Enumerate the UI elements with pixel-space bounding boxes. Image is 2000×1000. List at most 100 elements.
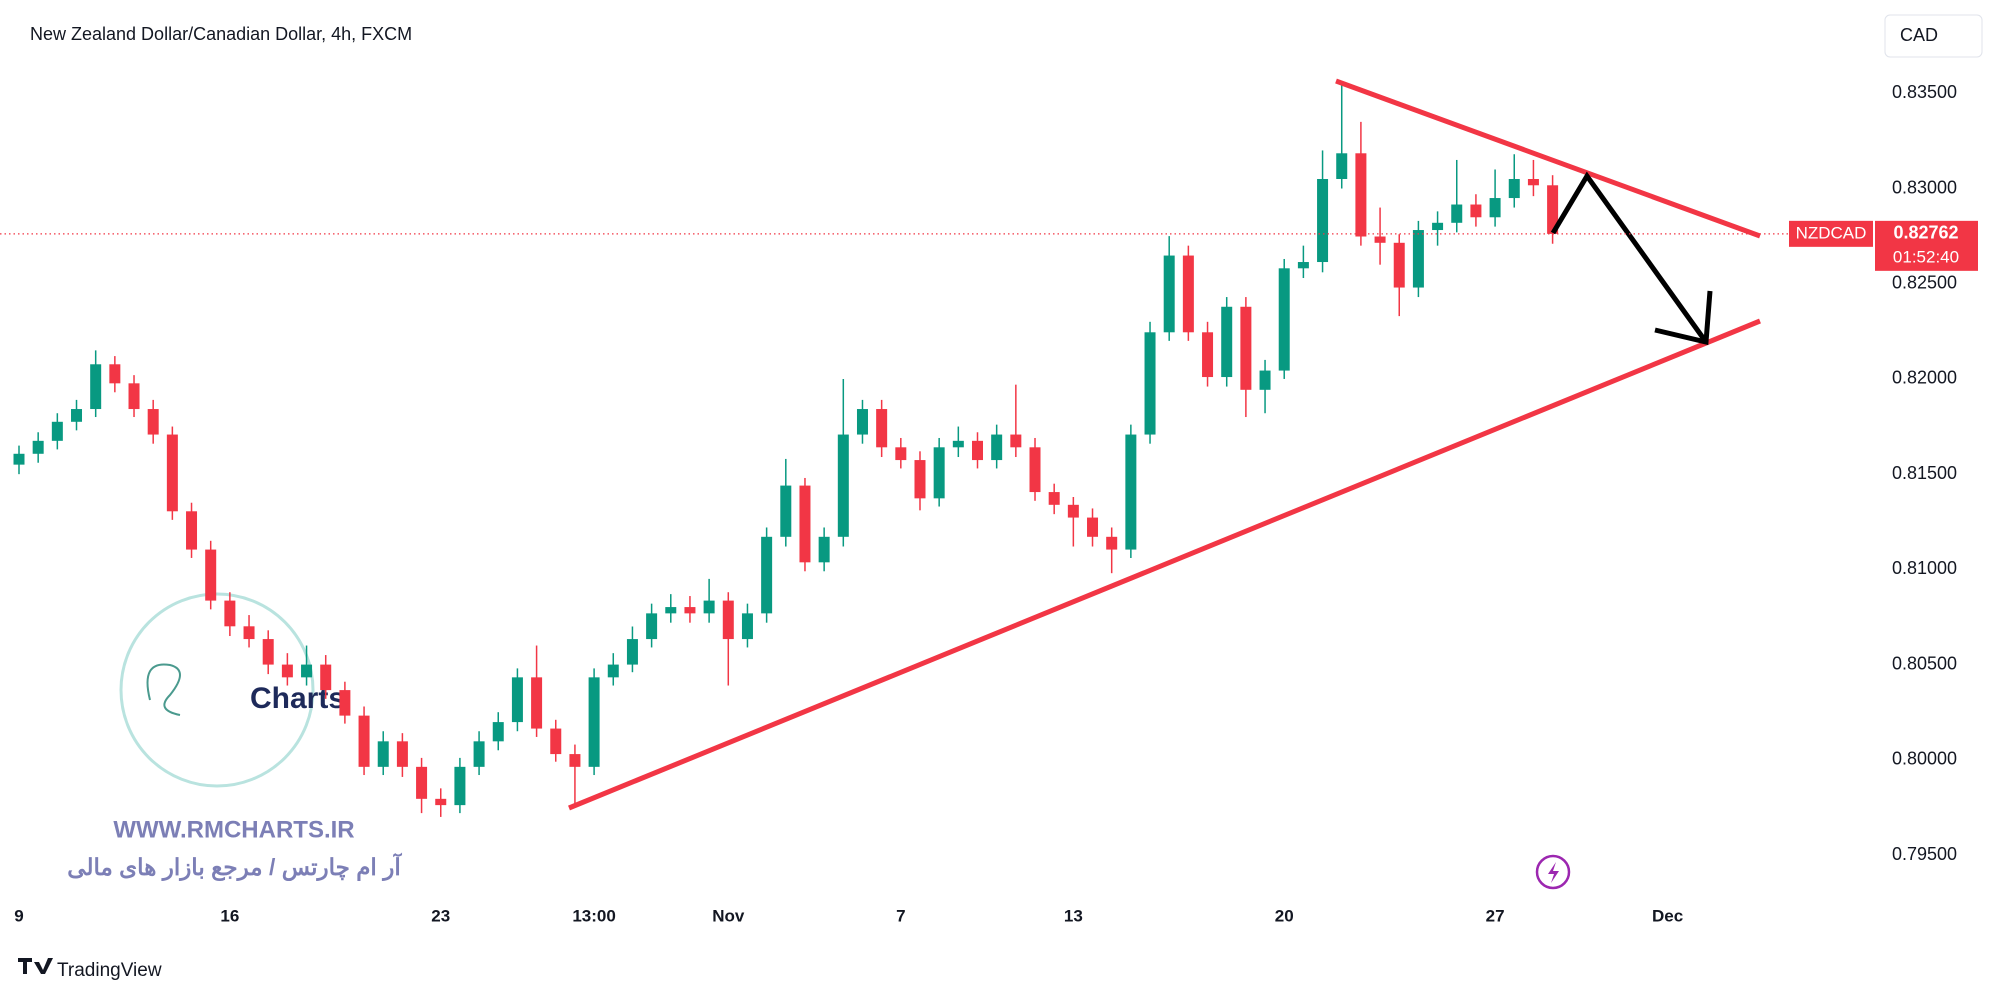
candle-body (1125, 434, 1137, 550)
candle-body (626, 639, 638, 665)
y-tick-label: 0.81500 (1892, 463, 1957, 483)
candle-body (1144, 332, 1156, 435)
candle-body (1182, 255, 1194, 333)
candle-body (224, 600, 236, 627)
candle-body (837, 434, 849, 537)
x-tick-label: 7 (896, 906, 905, 925)
events-bolt (1548, 862, 1559, 883)
candle-body (741, 613, 753, 640)
arrow-head (1654, 290, 1713, 346)
candle-body (972, 440, 983, 461)
candle-body (914, 460, 926, 499)
candle-body (1508, 179, 1520, 199)
candle-body (166, 434, 178, 512)
candle-body (876, 409, 888, 448)
candle-body (1317, 179, 1329, 263)
candle-body (1297, 262, 1309, 269)
candle-body (320, 664, 332, 691)
candle-body (1202, 332, 1214, 378)
candle-body (933, 447, 945, 499)
y-tick-label: 0.83000 (1892, 177, 1957, 197)
candle-body (1432, 222, 1444, 231)
x-tick-label: 16 (220, 906, 239, 925)
x-tick-label: Dec (1652, 906, 1683, 925)
currency-button[interactable] (1884, 14, 1983, 58)
candle-body (262, 639, 274, 665)
last-price-label: 0.82762 (1893, 223, 1958, 243)
candle-body (377, 741, 389, 767)
resistance-trendline (1335, 78, 1761, 239)
candle-body (301, 664, 313, 678)
candle-body (550, 728, 562, 755)
candle-body (588, 677, 600, 767)
candle-body (358, 715, 370, 767)
candle-body (1393, 242, 1405, 288)
candle-body (1029, 447, 1041, 493)
candle-body (1527, 179, 1539, 186)
drawings (568, 78, 1761, 811)
candle-body (1048, 492, 1060, 505)
watermark-glyph (146, 663, 181, 716)
candle-body (1374, 236, 1386, 243)
candle-body (607, 664, 619, 678)
symbol-label: NZDCAD (1796, 223, 1867, 242)
y-tick-label: 0.81000 (1892, 558, 1957, 578)
candle-body (51, 421, 63, 441)
candle-body (646, 613, 658, 640)
candle-body (799, 485, 811, 563)
y-tick-label: 0.82000 (1892, 368, 1957, 388)
watermark-site: WWW.RMCHARTS.IR (113, 816, 354, 843)
candle-body (128, 383, 140, 410)
candle-body (71, 409, 83, 422)
candle-body (722, 600, 734, 640)
currency-label[interactable]: CAD (1900, 25, 1938, 45)
candle-body (454, 766, 466, 806)
candle-body (856, 409, 868, 435)
y-tick-label: 0.80500 (1892, 653, 1957, 673)
brand: TradingView (57, 960, 162, 981)
watermark-circle (119, 592, 315, 788)
candle-body (991, 434, 1003, 461)
candle-body (818, 536, 830, 563)
candle-body (109, 364, 121, 384)
candle-body (1106, 536, 1118, 550)
candle-body (186, 511, 198, 550)
candle-body (531, 677, 543, 729)
countdown-label: 01:52:40 (1893, 247, 1959, 266)
candle-body (90, 364, 102, 410)
x-tick-label: 13 (1064, 906, 1083, 925)
price-tag (1875, 220, 1978, 271)
watermark-tagline: آر ام چارتس / مرجع بازار های مالی (67, 852, 402, 882)
x-tick-label: Nov (712, 906, 745, 925)
candle-body (205, 549, 217, 601)
chart-title: New Zealand Dollar/Canadian Dollar, 4h, … (30, 24, 412, 44)
candle-body (1278, 268, 1290, 371)
candle-body (1240, 306, 1252, 390)
candle-body (761, 536, 773, 614)
tv-logo (18, 958, 53, 974)
candle-body (511, 677, 523, 723)
candle-body (339, 690, 351, 716)
candle-body (1489, 198, 1501, 218)
candle-body (13, 453, 25, 465)
y-tick-label: 0.79500 (1892, 844, 1957, 864)
candle-body (243, 626, 255, 640)
candle-body (32, 440, 44, 454)
support-trendline (568, 318, 1761, 811)
candle-body (1010, 434, 1022, 448)
candle-body (1412, 230, 1424, 288)
candle-body (665, 607, 677, 614)
candle-body (780, 485, 792, 537)
candle-body (952, 440, 964, 448)
candle-body (1547, 185, 1559, 234)
x-tick-label: 13:00 (572, 906, 615, 925)
candle-body (569, 754, 581, 767)
candle-body (492, 722, 504, 742)
x-tick-label: 20 (1275, 906, 1294, 925)
candle-body (1470, 204, 1482, 218)
candle-body (1067, 504, 1079, 518)
candle-body (416, 766, 428, 799)
events-icon[interactable] (1535, 854, 1571, 890)
